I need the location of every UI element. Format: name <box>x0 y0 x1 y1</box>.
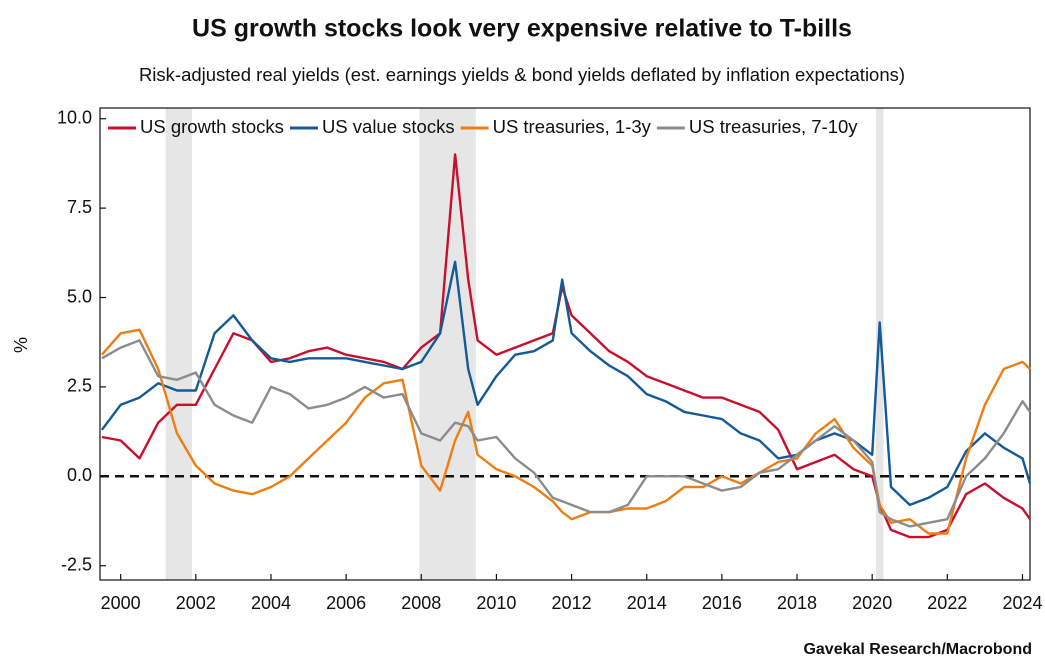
series-line <box>100 328 1031 535</box>
legend-label: US treasuries, 1-3y <box>493 116 652 137</box>
chart-subtitle: Risk-adjusted real yields (est. earnings… <box>139 64 905 85</box>
shaded-period <box>419 108 476 580</box>
x-tick-label: 2012 <box>552 593 592 613</box>
x-tick-label: 2010 <box>476 593 516 613</box>
x-tick-label: 2020 <box>852 593 892 613</box>
legend-label: US treasuries, 7-10y <box>689 116 858 137</box>
series-line <box>100 260 1032 507</box>
x-tick-label: 2018 <box>777 593 817 613</box>
legend-label: US value stocks <box>322 116 455 137</box>
legend-label: US growth stocks <box>140 116 284 137</box>
x-tick-label: 2014 <box>627 593 667 613</box>
y-tick-label: -2.5 <box>61 554 92 574</box>
x-tick-label: 2016 <box>702 593 742 613</box>
y-tick-label: 2.5 <box>67 376 92 396</box>
shaded-period <box>165 108 193 580</box>
y-axis-label: % <box>11 337 31 353</box>
x-tick-label: 2024 <box>1002 593 1042 613</box>
shaded-period <box>875 108 884 580</box>
series-line <box>101 339 1031 528</box>
y-tick-label: 0.0 <box>67 465 92 485</box>
x-tick-label: 2004 <box>251 593 291 613</box>
x-tick-label: 2006 <box>326 593 366 613</box>
y-tick-label: 7.5 <box>67 197 92 217</box>
chart-title: US growth stocks look very expensive rel… <box>192 15 852 43</box>
x-tick-label: 2002 <box>176 593 216 613</box>
source: Gavekal Research/Macrobond <box>803 641 1032 658</box>
x-tick-label: 2008 <box>401 593 441 613</box>
plot-frame <box>99 107 1031 581</box>
y-tick-label: 10.0 <box>57 107 92 127</box>
x-tick-label: 2000 <box>101 593 141 613</box>
x-tick-label: 2022 <box>927 593 967 613</box>
y-tick-label: 5.0 <box>67 286 92 306</box>
